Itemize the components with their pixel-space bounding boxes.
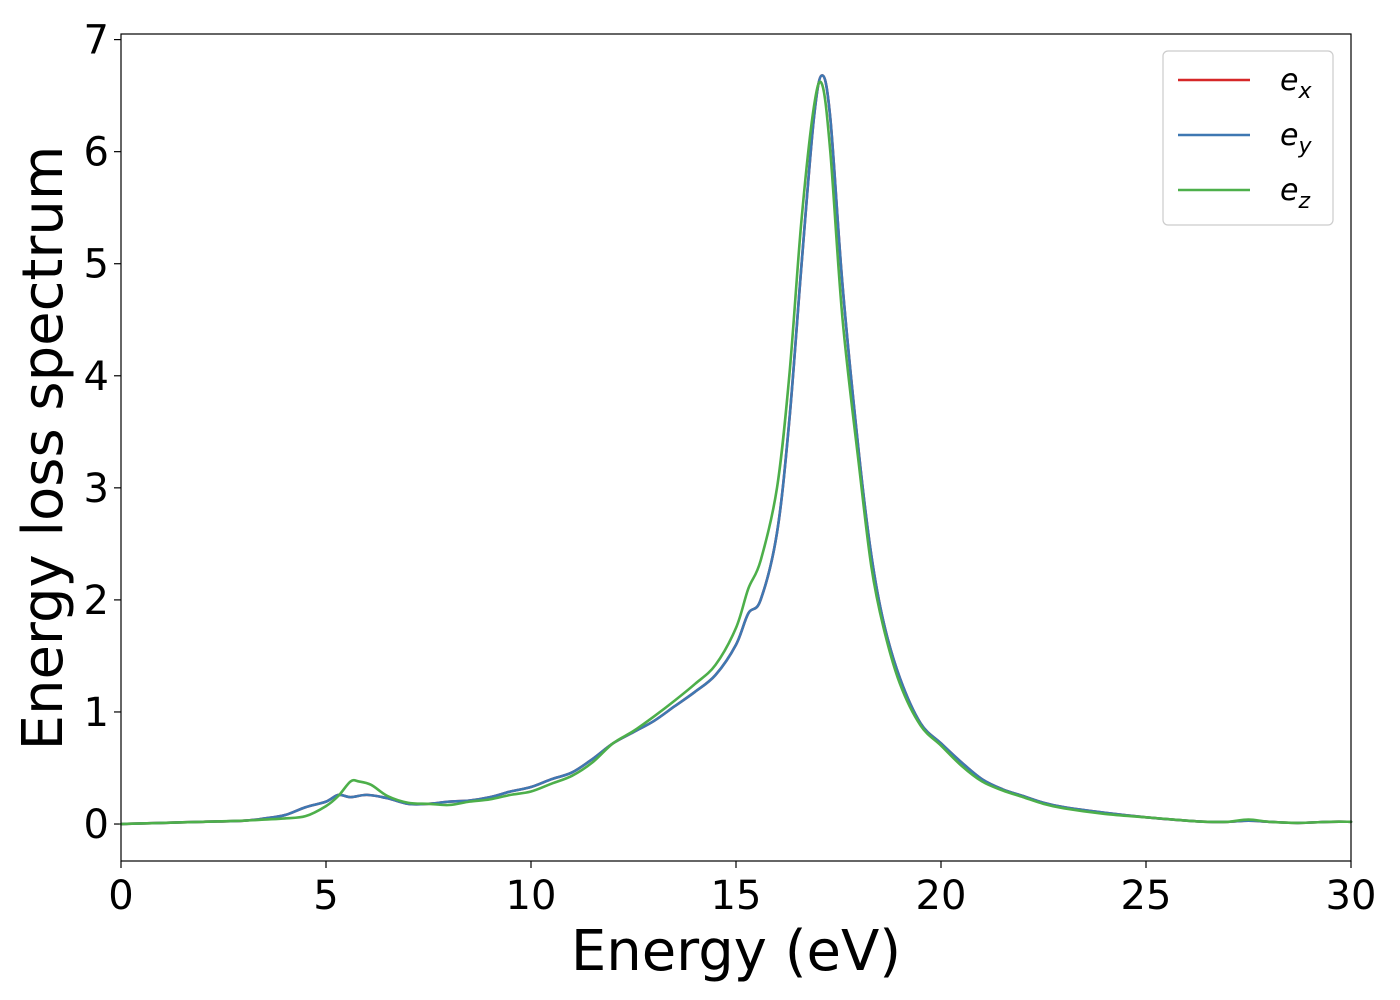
legend: ex ey ez [1162, 50, 1334, 226]
y-tick-label: 2 [84, 578, 109, 624]
legend-label-e-x: ex [1280, 63, 1312, 104]
x-axis-ticks: 0 5 10 15 20 25 30 [108, 861, 1376, 919]
legend-label-e-z: ez [1280, 173, 1310, 214]
x-tick-label: 5 [313, 873, 338, 919]
x-tick-label: 25 [1121, 873, 1172, 919]
y-tick-label: 0 [84, 802, 109, 848]
plot-background [121, 34, 1351, 861]
plot-frame [120, 33, 1352, 862]
legend-frame [1162, 50, 1334, 226]
series-lines [119, 74, 1353, 826]
y-tick-label: 7 [84, 18, 109, 64]
y-tick-label: 3 [84, 466, 109, 512]
series-line-e-z [119, 80, 1353, 826]
y-axis-title: Energy loss spectrum [11, 146, 76, 751]
x-tick-label: 0 [108, 873, 133, 919]
legend-label-e-y: ey [1280, 118, 1312, 159]
x-tick-label: 20 [916, 873, 967, 919]
y-tick-label: 6 [84, 130, 109, 176]
x-axis-title: Energy (eV) [571, 919, 901, 984]
y-axis-ticks: 0 1 2 3 4 5 6 7 [84, 18, 121, 848]
x-tick-label: 15 [711, 873, 762, 919]
x-tick-label: 30 [1326, 873, 1377, 919]
y-tick-label: 1 [84, 690, 109, 736]
y-tick-label: 5 [84, 242, 109, 288]
x-tick-label: 10 [506, 873, 557, 919]
y-tick-label: 4 [84, 354, 109, 400]
